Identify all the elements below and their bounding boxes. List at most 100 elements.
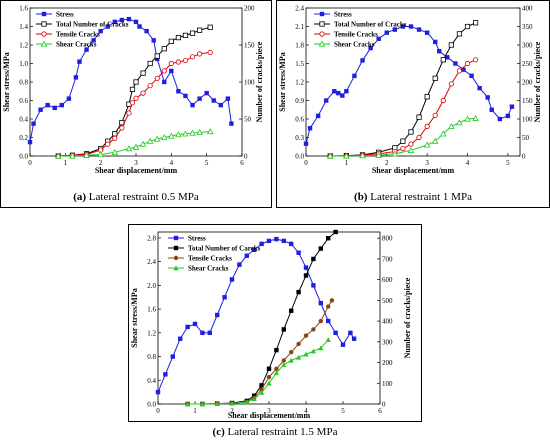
series-line-c-0 [157,238,355,393]
point-a-0-25 [190,102,195,108]
legend-a: Stress Total Number of Cracks Tensile Crac… [36,11,129,49]
y-tick-label-c-6: 2.4 [147,258,156,266]
point-a-0-15 [126,16,132,22]
y2-tick-label-c-3: 300 [382,338,393,346]
point-a-0-4 [52,105,57,111]
point-c-3-12 [303,351,309,357]
point-a-1-13 [161,46,167,52]
point-b-0-18 [433,39,438,45]
point-a-2-17 [189,54,196,60]
legend-marker-b-1 [319,21,325,27]
point-a-0-8 [77,59,82,64]
y-tick-label-b-2: 0.6 [295,116,304,124]
x-tick-label-a-2: 2 [99,159,103,167]
point-c-1-10 [289,308,294,313]
y2-tick-label-a-3: 150 [244,42,255,50]
point-a-1-10 [140,70,146,76]
legend-marker-c-1 [173,245,179,251]
panel-c: 0 1 2 3 4 5 6 0.0 0.4 0.8 1.2 1.6 2.0 2.4 2.8 0 100 200 30… [128,224,422,438]
point-a-3-13 [182,130,189,137]
point-c-0-20 [303,265,309,270]
point-c-0-8 [215,312,220,318]
y2-tick-label-b-4: 200 [522,79,533,87]
point-c-0-5 [192,321,198,327]
point-c-0-24 [333,330,338,336]
point-a-2-7 [126,110,132,116]
point-c-0-12 [244,253,249,258]
chart-b: 0 1 2 3 4 5 0.0 0.3 0.6 0.9 1.2 1.5 1.8 2.1 2.4 0 50 100 1… [278,5,542,176]
panel-b: 0 1 2 3 4 5 0.0 0.3 0.6 0.9 1.2 1.5 1.8 2.1 2.4 0 50 100 1… [276,0,550,208]
caption-b-text: Lateral restraint 1 MPa [370,191,472,203]
point-b-0-7 [344,89,349,94]
y2-tick-label-c-0: 0 [382,401,386,409]
point-c-2-14 [318,318,323,324]
point-c-2-9 [281,358,286,363]
point-c-0-17 [281,238,286,244]
point-c-0-15 [266,238,272,244]
caption-a-label: (a) [73,191,87,203]
y2-tick-label-a-0: 0 [244,153,248,161]
point-b-0-12 [384,30,389,35]
point-a-0-2 [38,107,43,112]
point-c-2-16 [329,298,335,303]
panel-a-frame [0,0,272,208]
point-a-0-9 [84,47,89,52]
x-tick-label-c-4: 4 [304,407,308,415]
point-a-1-18 [196,27,203,33]
point-a-3-1 [69,152,76,159]
y-tick-label-b-4: 1.2 [295,79,304,87]
point-c-3-9 [281,362,287,367]
legend-label-c-0: Stress [188,235,206,243]
point-b-2-6 [408,141,414,147]
point-a-2-5 [112,135,118,141]
point-a-0-27 [204,90,209,96]
x-tick-label-b-3: 3 [425,159,429,167]
x-tick-label-c-1: 1 [193,407,197,415]
point-a-3-10 [160,134,168,141]
y-tick-label-a-2: 0.4 [19,116,28,124]
legend-marker-a-0 [41,11,47,17]
y-tick-label-a-3: 0.6 [19,97,28,105]
point-b-3-8 [440,130,447,137]
point-b-0-25 [485,95,490,100]
y-tick-label-c-2: 0.8 [147,353,156,361]
point-a-2-16 [182,57,189,64]
point-b-1-9 [432,75,438,81]
point-a-1-15 [175,35,181,41]
y2-tick-label-c-8: 800 [382,235,393,243]
y2-tick-label-b-0: 0 [522,153,526,161]
point-a-0-10 [91,38,96,43]
y2-tick-label-c-5: 500 [382,297,393,305]
point-b-0-23 [469,73,474,79]
point-c-0-16 [274,236,279,242]
legend-b: Stress Total Number of Cracks Tensile Crac… [314,11,407,49]
point-b-2-7 [416,134,422,141]
point-c-3-15 [325,337,331,342]
point-c-0-3 [178,336,183,341]
point-c-3-13 [310,348,316,354]
point-a-0-6 [66,96,72,101]
point-b-2-11 [448,81,454,87]
point-c-3-4 [244,399,250,405]
point-c-0-13 [252,247,257,252]
point-c-3-8 [273,370,279,376]
point-b-2-9 [432,112,438,118]
point-a-2-4 [105,141,111,147]
point-c-0-6 [200,330,205,336]
point-a-1-19 [207,24,213,30]
point-a-0-20 [155,56,160,62]
y-tick-label-a-5: 1.0 [19,60,28,68]
point-a-0-12 [105,24,110,29]
point-a-0-11 [98,28,103,34]
legend-marker-a-2 [41,31,47,37]
point-c-3-11 [296,354,302,360]
point-a-2-11 [147,83,153,89]
x-tick-label-a-0: 0 [28,159,32,167]
y2-tick-label-b-5: 250 [522,60,533,68]
y2-tick-label-a-1: 50 [244,116,252,124]
point-c-1-9 [281,327,286,332]
x-tick-label-c-5: 5 [341,407,345,415]
y2-tick-label-b-1: 50 [522,134,530,142]
y2-tick-label-b-6: 300 [522,42,533,50]
point-a-0-18 [144,28,149,34]
